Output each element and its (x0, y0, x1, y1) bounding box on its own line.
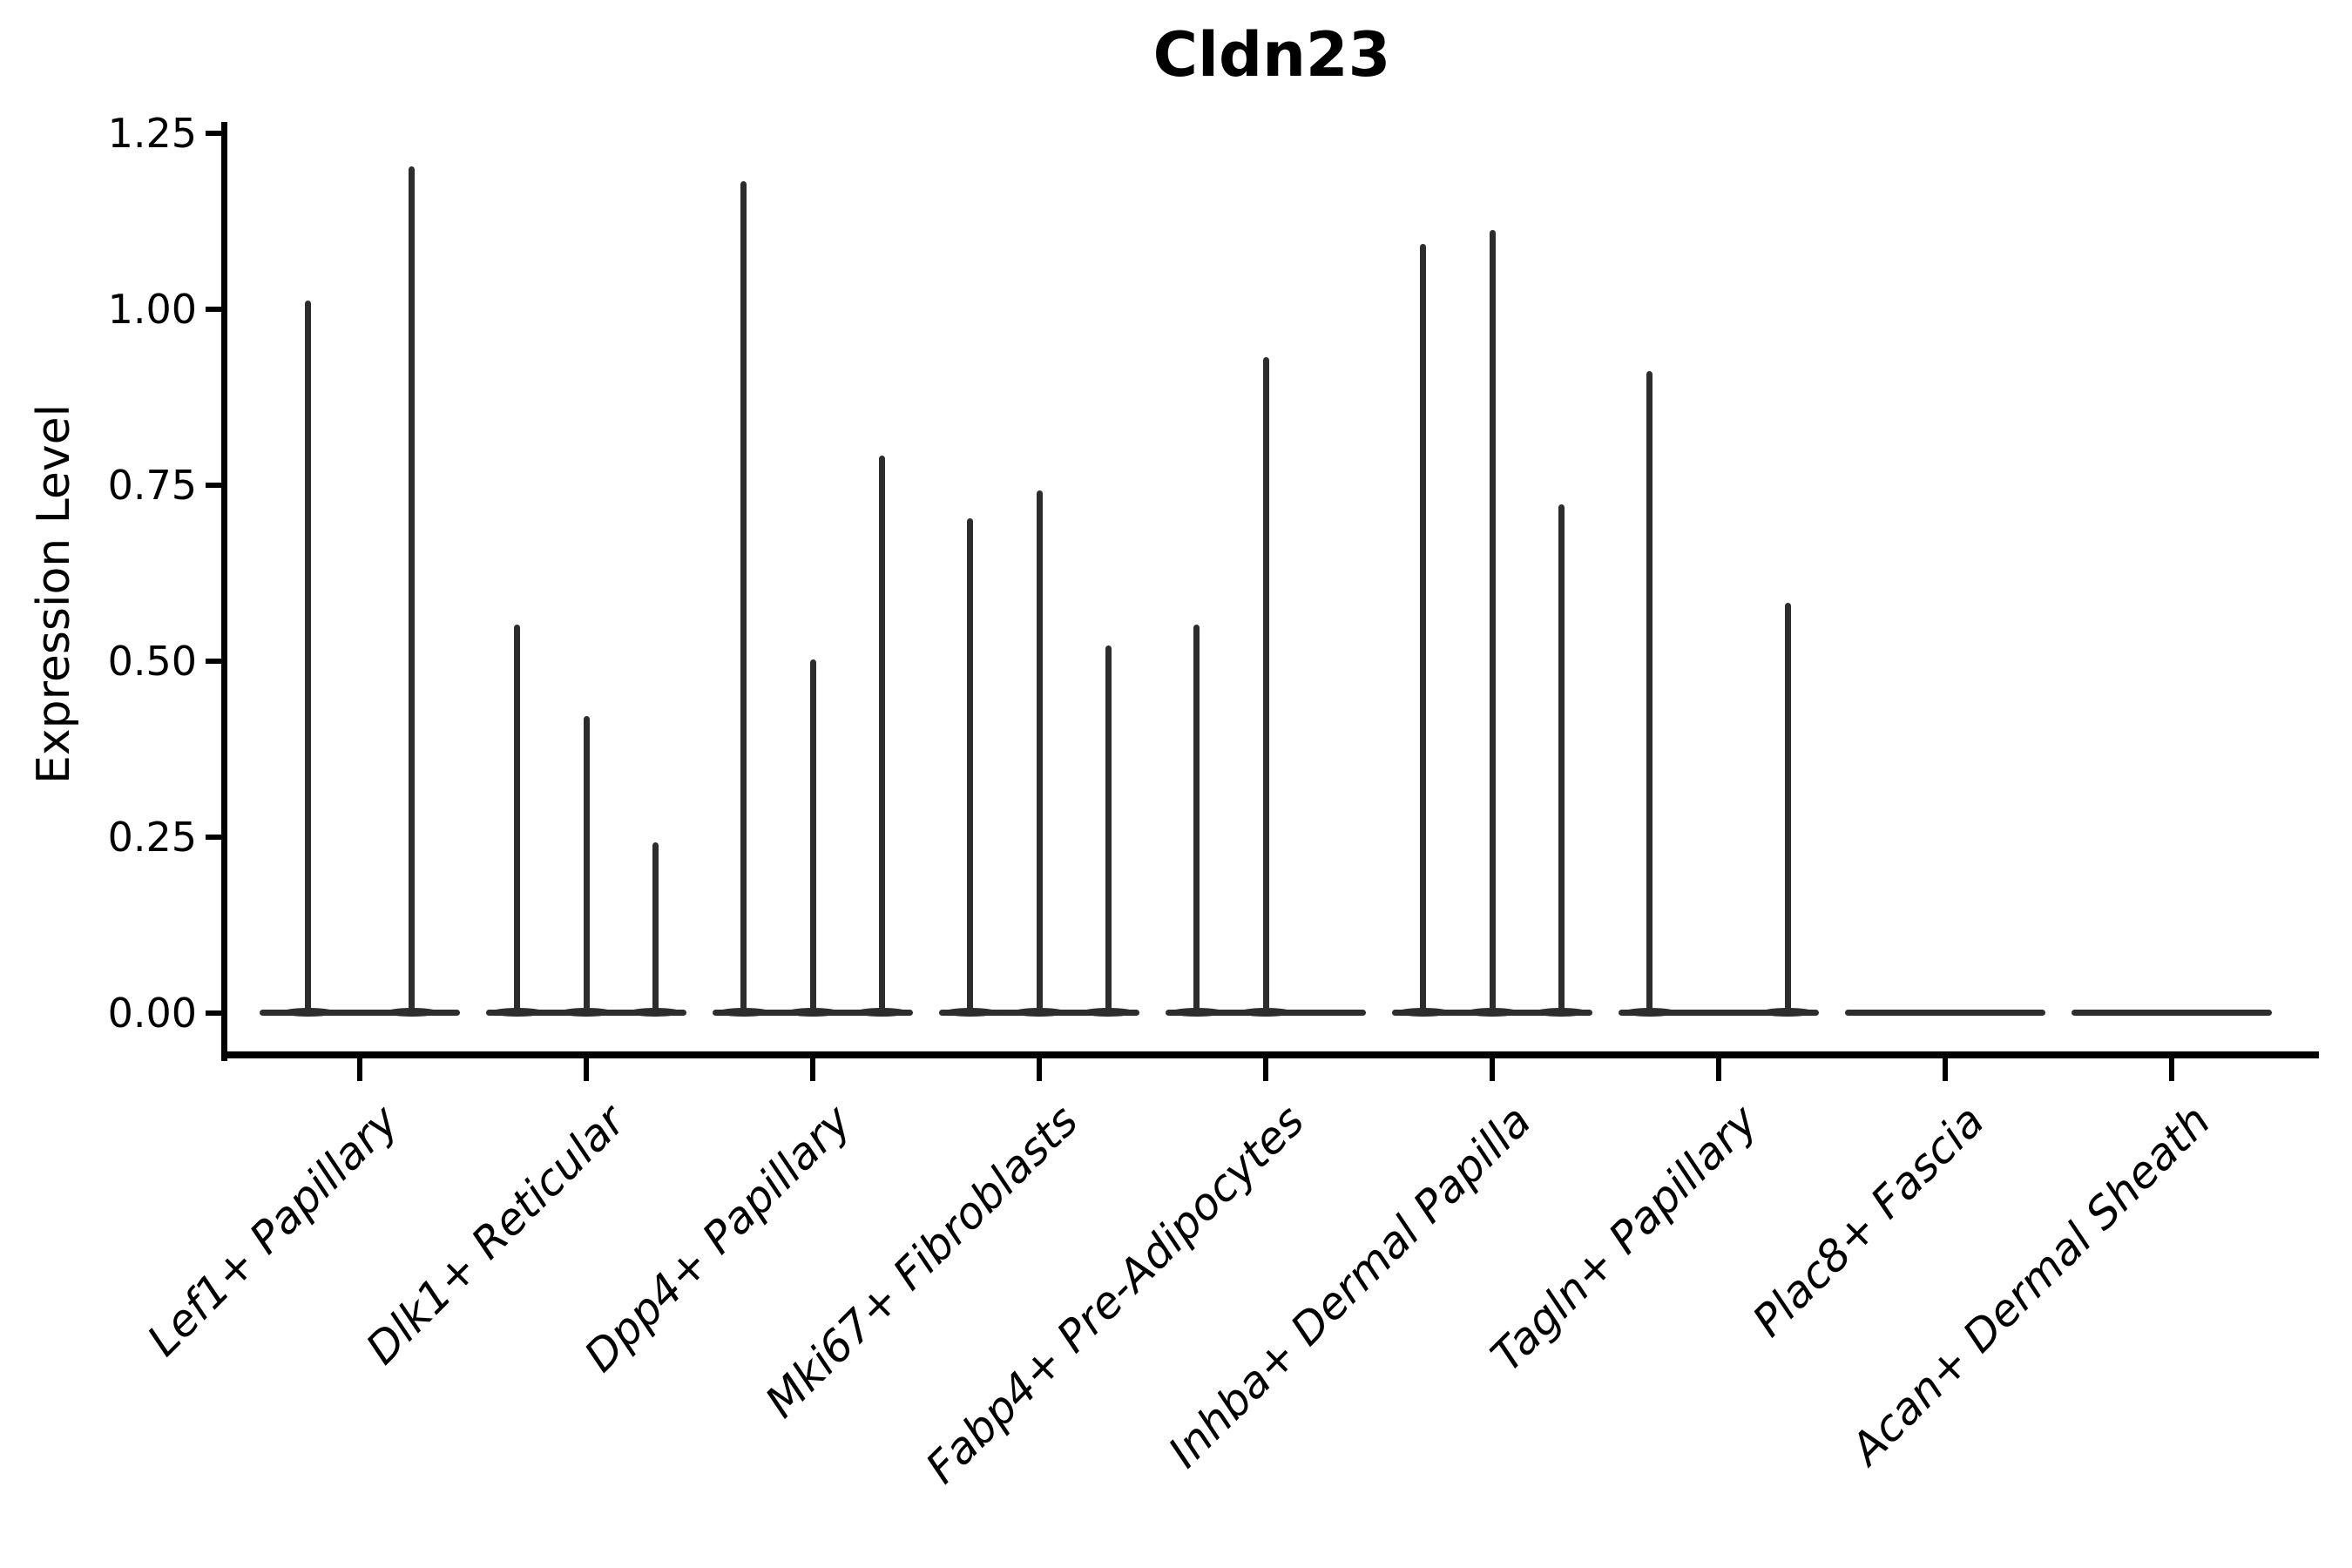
x-tick-mark (2169, 1058, 2174, 1081)
y-tick-mark (206, 131, 221, 136)
violin-spike (1420, 244, 1427, 1015)
violin-baseline (1845, 1010, 2045, 1016)
y-tick-label: 0.50 (107, 638, 197, 685)
violin-spike (652, 842, 659, 1015)
violin-spike (967, 518, 974, 1015)
x-tick-mark (1490, 1058, 1495, 1081)
x-tick-mark (584, 1058, 589, 1081)
y-tick-mark (206, 659, 221, 664)
y-tick-label: 0.00 (107, 990, 197, 1037)
x-tick-mark (357, 1058, 362, 1081)
violin-baseline (260, 1010, 460, 1016)
violin-spike (1784, 603, 1791, 1015)
x-tick-mark (1037, 1058, 1042, 1081)
violin-spike (1646, 370, 1653, 1015)
y-tick-label: 0.25 (107, 814, 197, 861)
violin-baseline (1619, 1010, 1819, 1016)
x-tick-mark (1943, 1058, 1948, 1081)
x-category-label: Lef1+ Papillary (138, 1095, 409, 1366)
violin-spike (809, 659, 816, 1015)
y-tick-label: 1.25 (107, 110, 197, 157)
y-axis-line (221, 122, 227, 1061)
violin-spike (740, 180, 747, 1015)
violin-spike (409, 166, 415, 1015)
y-tick-label: 1.00 (107, 286, 197, 333)
violin-baseline (2072, 1010, 2272, 1016)
y-tick-mark (206, 835, 221, 840)
plot-title: Cldn23 (1152, 19, 1391, 91)
x-category-label: Plac8+ Fascia (1742, 1095, 1994, 1347)
violin-spike (1105, 645, 1112, 1015)
violin-spike (1558, 504, 1565, 1015)
violin-spike (878, 455, 885, 1015)
x-category-label: Fabp4+ Pre-Adipocytes (916, 1095, 1315, 1494)
y-tick-label: 0.75 (107, 462, 197, 509)
x-tick-mark (1716, 1058, 1721, 1081)
violin-spike (1193, 624, 1200, 1015)
x-tick-mark (810, 1058, 815, 1081)
violin-spike (583, 715, 590, 1015)
y-tick-mark (206, 307, 221, 312)
y-tick-mark (206, 1010, 221, 1016)
x-category-label: Inhba+ Dermal Papilla (1159, 1095, 1541, 1478)
x-axis-line (221, 1051, 2319, 1058)
violin-spike (1489, 230, 1496, 1015)
x-tick-mark (1263, 1058, 1268, 1081)
violin-spike (1262, 356, 1269, 1015)
violin-spike (1036, 490, 1043, 1015)
violin-spike (305, 300, 311, 1015)
violin-spike (514, 624, 521, 1015)
y-tick-mark (206, 483, 221, 488)
